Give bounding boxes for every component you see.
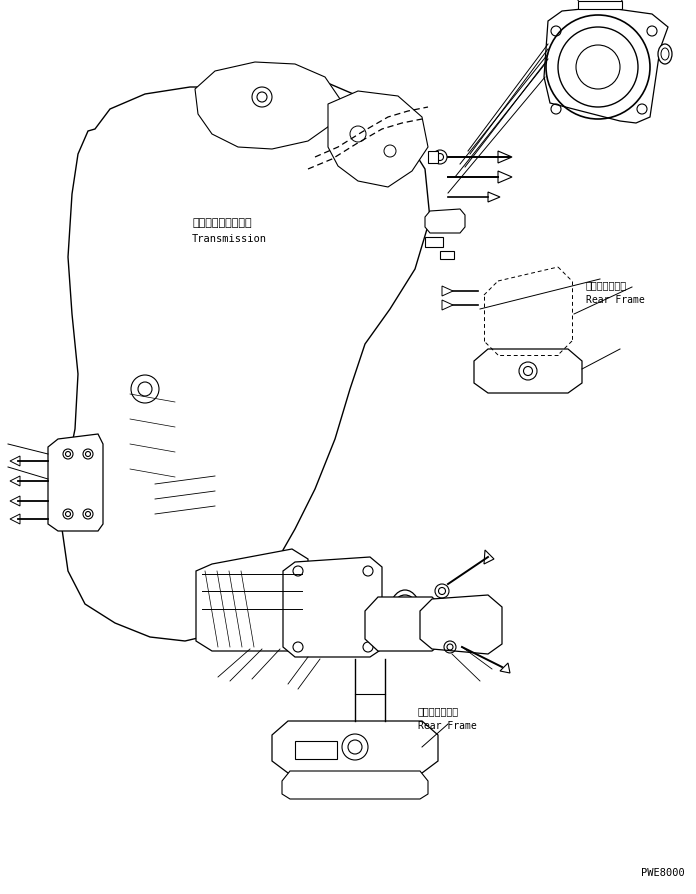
Polygon shape [498, 152, 512, 164]
Polygon shape [500, 663, 510, 673]
Bar [440, 252, 454, 260]
Text: リヤーフレーム: リヤーフレーム [418, 705, 459, 715]
Polygon shape [283, 557, 382, 657]
Polygon shape [474, 350, 582, 393]
Ellipse shape [658, 45, 672, 65]
Polygon shape [10, 457, 20, 467]
Polygon shape [442, 287, 453, 297]
Polygon shape [195, 63, 340, 150]
Polygon shape [442, 300, 453, 310]
Text: リヤーフレーム: リヤーフレーム [586, 280, 627, 290]
Polygon shape [425, 210, 465, 233]
Polygon shape [578, 2, 622, 10]
Polygon shape [484, 551, 494, 564]
Polygon shape [10, 496, 20, 506]
Polygon shape [420, 595, 502, 654]
Ellipse shape [389, 595, 421, 644]
Polygon shape [328, 92, 428, 188]
Polygon shape [498, 172, 512, 184]
Text: トランスミッション: トランスミッション [192, 218, 252, 228]
Text: PWE8000: PWE8000 [641, 867, 685, 877]
Polygon shape [10, 514, 20, 525]
Polygon shape [428, 152, 438, 164]
Polygon shape [62, 85, 430, 641]
Bar [295, 741, 337, 759]
Text: Rear Frame: Rear Frame [586, 295, 644, 305]
Polygon shape [196, 550, 308, 651]
Polygon shape [365, 597, 445, 651]
Polygon shape [272, 721, 438, 773]
Polygon shape [10, 477, 20, 486]
Polygon shape [488, 193, 500, 203]
Text: Transmission: Transmission [192, 233, 267, 244]
Text: Rear Frame: Rear Frame [418, 721, 477, 730]
Polygon shape [48, 434, 103, 531]
Polygon shape [282, 772, 428, 799]
Bar [425, 238, 443, 248]
Polygon shape [544, 8, 668, 124]
